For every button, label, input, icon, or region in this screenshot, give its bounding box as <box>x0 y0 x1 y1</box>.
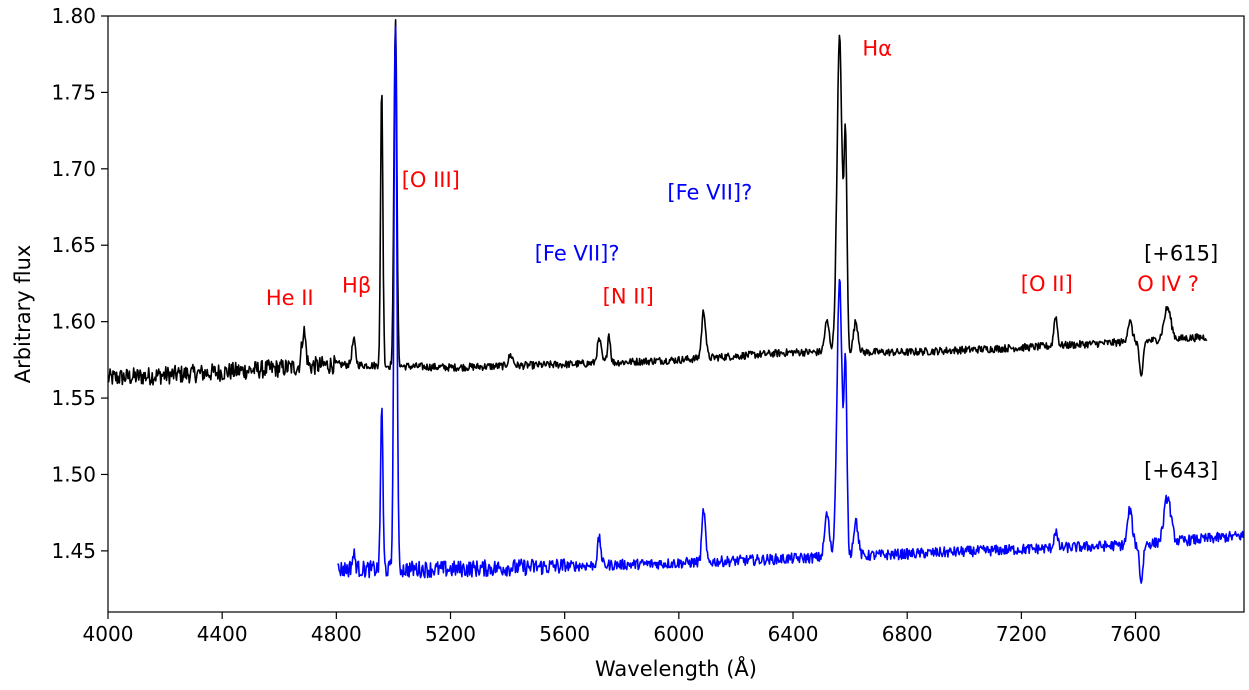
line-annotation: [Fe VII]? <box>535 242 620 266</box>
annotations: He II Hβ [O III] [Fe VII]? [N II] [Fe VII]? Hα… <box>266 37 1218 483</box>
line-annotation: [+615] <box>1144 242 1218 266</box>
series-line-plus-615 <box>108 18 1208 386</box>
y-axis-ticks: 1.45 1.50 1.55 1.60 1.65 1.70 1.75 1.80 <box>51 4 108 563</box>
y-tick-label: 1.80 <box>51 4 96 28</box>
series-line-plus-643 <box>337 25 1244 584</box>
y-tick-label: 1.50 <box>51 462 96 486</box>
x-tick-label: 7600 <box>1110 622 1161 646</box>
y-tick-label: 1.60 <box>51 310 96 334</box>
line-annotation: [O III] <box>402 168 460 192</box>
line-annotation: [Fe VII]? <box>667 180 752 204</box>
series-layer <box>108 18 1244 584</box>
line-annotation: O IV ? <box>1137 272 1199 296</box>
y-tick-label: 1.65 <box>51 233 96 257</box>
line-annotation: He II <box>266 286 314 310</box>
plot-frame <box>107 15 1245 613</box>
x-tick-label: 7200 <box>996 622 1047 646</box>
line-annotation: [O II] <box>1021 272 1073 296</box>
line-annotation: Hβ <box>342 274 371 298</box>
x-axis-label: Wavelength (Å) <box>595 655 757 681</box>
line-annotation: Hα <box>862 37 892 61</box>
x-tick-label: 6800 <box>882 622 933 646</box>
x-tick-label: 5200 <box>425 622 476 646</box>
y-tick-label: 1.75 <box>51 80 96 104</box>
x-tick-label: 6400 <box>768 622 819 646</box>
x-tick-label: 4000 <box>83 622 134 646</box>
x-tick-label: 4400 <box>197 622 248 646</box>
y-tick-label: 1.45 <box>51 539 96 563</box>
x-tick-label: 4800 <box>311 622 362 646</box>
y-axis-label: Arbitrary flux <box>11 245 35 384</box>
y-tick-label: 1.70 <box>51 157 96 181</box>
x-tick-label: 5600 <box>539 622 590 646</box>
line-annotation: [+643] <box>1144 459 1218 483</box>
line-annotation: [N II] <box>603 284 654 308</box>
y-tick-label: 1.55 <box>51 386 96 410</box>
x-tick-label: 6000 <box>653 622 704 646</box>
x-axis-ticks: 4000 4400 4800 5200 5600 6000 6400 6800 7200 7600 <box>83 612 1161 646</box>
